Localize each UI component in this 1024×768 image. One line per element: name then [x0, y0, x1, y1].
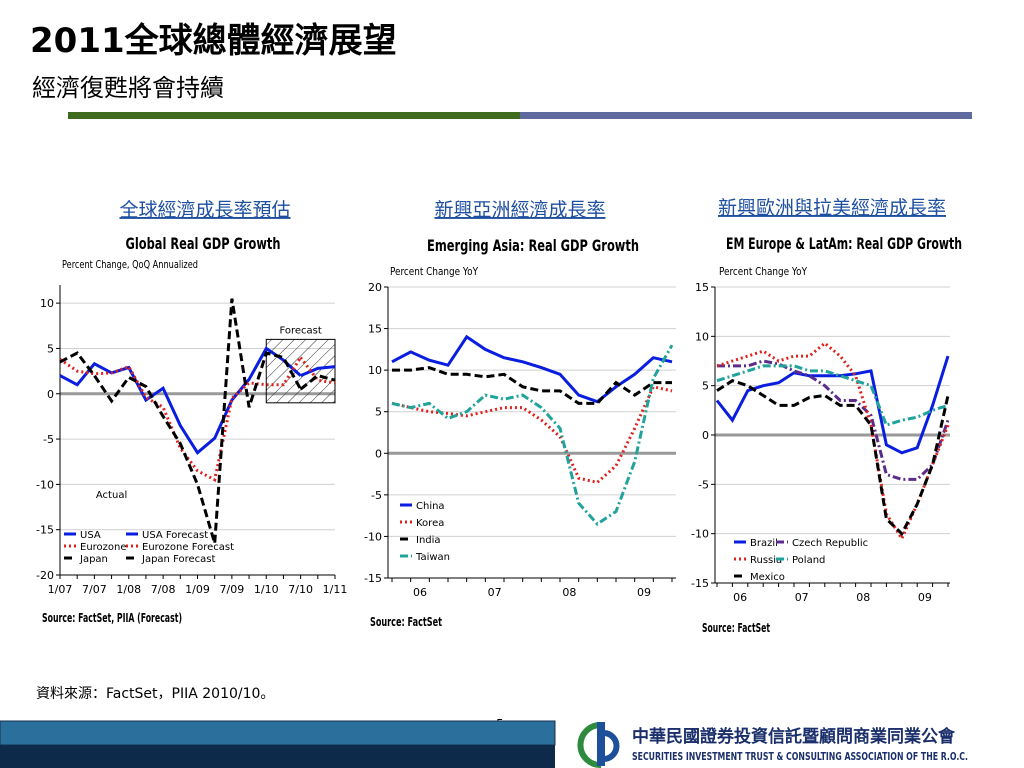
y-tick-label: 5 — [375, 406, 382, 419]
slide-source: 資料來源：FactSet，PIIA 2010/10。 — [36, 686, 274, 702]
y-tick-label: -10 — [36, 478, 54, 491]
series-line — [59, 346, 302, 455]
legend-label: China — [416, 501, 445, 512]
x-tick-label: 08 — [856, 591, 870, 604]
legend-label: Czech Republic — [792, 538, 868, 549]
divider-blue — [520, 112, 972, 119]
y-tick-label: -5 — [371, 489, 382, 502]
y-tick-label: -5 — [698, 478, 709, 491]
annotation-forecast: Forecast — [279, 325, 321, 336]
series-line — [392, 366, 672, 405]
y-tick-label: 0 — [702, 429, 709, 442]
series-line — [300, 365, 336, 377]
legend-label: USA Forecast — [142, 530, 208, 541]
divider-green — [68, 112, 520, 119]
x-tick-label: 1/11 — [323, 583, 348, 596]
forecast-region — [265, 338, 336, 404]
legend-label: Brazil — [750, 538, 778, 549]
x-tick-label: 07 — [795, 591, 809, 604]
series-line — [716, 364, 949, 427]
x-tick-label: 1/09 — [185, 583, 210, 596]
footer-bar-top — [0, 720, 556, 746]
y-tick-label: -15 — [691, 577, 709, 590]
series-line — [391, 385, 673, 485]
series-line — [391, 334, 673, 404]
x-tick-label: 09 — [637, 586, 651, 599]
x-tick-label: 08 — [562, 586, 576, 599]
x-tick-label: 09 — [918, 591, 932, 604]
legend-label: Eurozone Forecast — [142, 542, 234, 553]
y-tick-label: 5 — [702, 380, 709, 393]
y-tick-label: -10 — [364, 530, 382, 543]
series-line — [299, 373, 336, 391]
x-tick-label: 1/07 — [48, 583, 73, 596]
chart-heading: 全球經濟成長率預估 — [119, 199, 290, 221]
legend-label: USA — [80, 530, 101, 541]
series-line — [716, 379, 950, 537]
chart-heading: 新興歐洲與拉美經濟成長率 — [718, 197, 946, 219]
series-line — [717, 359, 950, 481]
y-axis-label: Percent Change YoY — [390, 265, 478, 278]
plot-area — [388, 287, 676, 578]
legend-label: Korea — [416, 518, 444, 529]
y-tick-label: -20 — [36, 569, 54, 582]
series-line — [715, 355, 950, 455]
x-tick-label: 07 — [488, 586, 502, 599]
y-axis-label: Percent Change, QoQ Annualized — [62, 258, 198, 271]
slide-subtitle: 經濟復甦將會持續 — [32, 74, 224, 102]
chart-source: Source: FactSet, PIIA (Forecast) — [42, 611, 182, 625]
chart-title: EM Europe & LatAm: Real GDP Growth — [726, 234, 962, 253]
y-tick-label: 20 — [368, 281, 382, 294]
chart-heading: 新興亞洲經濟成長率 — [434, 199, 605, 221]
y-tick-label: -10 — [691, 528, 709, 541]
legend-label: Taiwan — [415, 552, 450, 563]
x-tick-label: 7/08 — [151, 583, 176, 596]
series-line — [391, 344, 674, 526]
x-tick-label: 06 — [413, 586, 427, 599]
slide-title: 2011全球總體經濟展望 — [30, 21, 397, 61]
x-tick-label: 7/07 — [82, 583, 107, 596]
legend-label: Eurozone — [80, 542, 127, 553]
legend-label: Japan Forecast — [141, 554, 215, 565]
chart-source: Source: FactSet — [370, 615, 442, 629]
y-tick-label: -5 — [43, 433, 54, 446]
y-axis-label: Percent Change YoY — [719, 265, 807, 278]
y-tick-label: -15 — [36, 524, 54, 537]
y-tick-label: 10 — [695, 330, 709, 343]
series-line — [716, 341, 950, 542]
legend-label: Mexico — [750, 572, 785, 583]
y-tick-label: 10 — [40, 297, 54, 310]
y-tick-label: 15 — [695, 281, 709, 294]
x-tick-label: 06 — [733, 591, 747, 604]
x-tick-label: 7/09 — [220, 583, 245, 596]
legend-label: Poland — [792, 555, 825, 566]
series-line — [59, 298, 302, 544]
y-tick-label: -15 — [364, 572, 382, 585]
footer-bar-bottom — [0, 745, 555, 768]
y-tick-label: 0 — [47, 388, 54, 401]
series-line — [299, 356, 336, 385]
legend-label: Russia — [750, 555, 782, 566]
plot-area — [60, 285, 335, 575]
chart-title: Emerging Asia: Real GDP Growth — [427, 236, 639, 255]
x-tick-label: 1/10 — [254, 583, 279, 596]
y-tick-label: 0 — [375, 447, 382, 460]
y-tick-label: 5 — [47, 342, 54, 355]
chart-source: Source: FactSet — [702, 621, 770, 635]
chart-title: Global Real GDP Growth — [126, 234, 281, 253]
x-tick-label: 1/08 — [116, 583, 141, 596]
logo-mark — [577, 722, 620, 768]
annotation-actual: Actual — [96, 490, 127, 501]
y-tick-label: 15 — [368, 323, 382, 336]
x-tick-label: 7/10 — [288, 583, 313, 596]
y-tick-label: 10 — [368, 364, 382, 377]
legend-label: Japan — [79, 554, 108, 565]
logo-en: SECURITIES INVESTMENT TRUST & CONSULTING… — [632, 750, 968, 763]
legend-label: India — [416, 535, 441, 546]
logo-cn: 中華民國證券投資信託暨顧問商業同業公會 — [632, 726, 956, 747]
